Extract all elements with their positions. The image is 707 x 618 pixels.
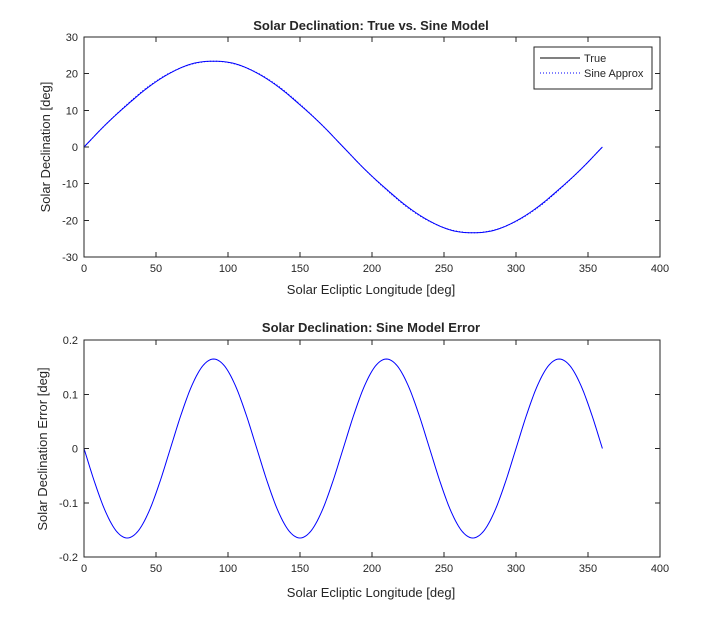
x-tick-label: 350 <box>579 263 597 275</box>
x-tick-label: 300 <box>507 263 525 275</box>
legend-box <box>533 46 653 90</box>
series-line-error <box>83 358 603 539</box>
y-tick-label: 10 <box>66 105 78 117</box>
x-tick-label: 150 <box>291 563 309 575</box>
axes-box <box>83 339 661 558</box>
x-axis-label: Solar Ecliptic Longitude [deg] <box>287 585 455 600</box>
y-axis-label: Solar Declination Error [deg] <box>35 367 50 530</box>
legend-label: True <box>584 53 606 65</box>
series-line-sine-approx <box>83 60 603 234</box>
y-tick-label: 0 <box>72 142 78 154</box>
x-tick-label: 50 <box>150 263 162 275</box>
x-tick-label: 300 <box>507 563 525 575</box>
axes-box <box>83 36 661 258</box>
y-tick-label: -10 <box>62 179 78 191</box>
error-plot: Solar Declination: Sine Model Error Sola… <box>35 320 669 600</box>
y-tick-label: 0.2 <box>63 335 78 347</box>
series-layer <box>83 60 603 234</box>
y-tick-label: 20 <box>66 69 78 81</box>
x-tick-label: 0 <box>81 563 87 575</box>
x-axis-label: Solar Ecliptic Longitude [deg] <box>287 282 455 297</box>
y-tick-label: 0.1 <box>63 389 78 401</box>
y-tick-label: -0.1 <box>59 498 78 510</box>
tick-layer: 0 50 100 150 200 250 300 350 400 -0.2 -0.1 0 0.1 0.2 <box>59 335 669 575</box>
y-tick-label: -20 <box>62 215 78 227</box>
x-tick-label: 50 <box>150 563 162 575</box>
x-tick-label: 200 <box>363 263 381 275</box>
declination-plot: Solar Declination: True vs. Sine Model S… <box>38 18 669 297</box>
x-tick-label: 200 <box>363 563 381 575</box>
y-tick-label: 30 <box>66 32 78 44</box>
y-tick-label: 0 <box>72 444 78 456</box>
x-tick-label: 100 <box>219 563 237 575</box>
chart-title: Solar Declination: True vs. Sine Model <box>253 18 489 33</box>
x-tick-label: 100 <box>219 263 237 275</box>
x-tick-label: 350 <box>579 563 597 575</box>
series-layer <box>83 358 603 539</box>
x-tick-label: 0 <box>81 263 87 275</box>
y-tick-label: -0.2 <box>59 552 78 564</box>
chart-title: Solar Declination: Sine Model Error <box>262 320 480 335</box>
legend-label: Sine Approx <box>584 68 644 80</box>
y-axis-label: Solar Declination [deg] <box>38 82 53 213</box>
y-tick-label: -30 <box>62 252 78 264</box>
x-tick-label: 250 <box>435 563 453 575</box>
x-tick-label: 400 <box>651 263 669 275</box>
legend: True Sine Approx <box>533 46 653 90</box>
x-tick-label: 150 <box>291 263 309 275</box>
x-tick-label: 250 <box>435 263 453 275</box>
tick-layer: 0 50 100 150 200 250 300 350 400 -30 -20 -10 0 10 20 30 <box>62 32 669 275</box>
series-line-true <box>83 60 603 234</box>
x-tick-label: 400 <box>651 563 669 575</box>
